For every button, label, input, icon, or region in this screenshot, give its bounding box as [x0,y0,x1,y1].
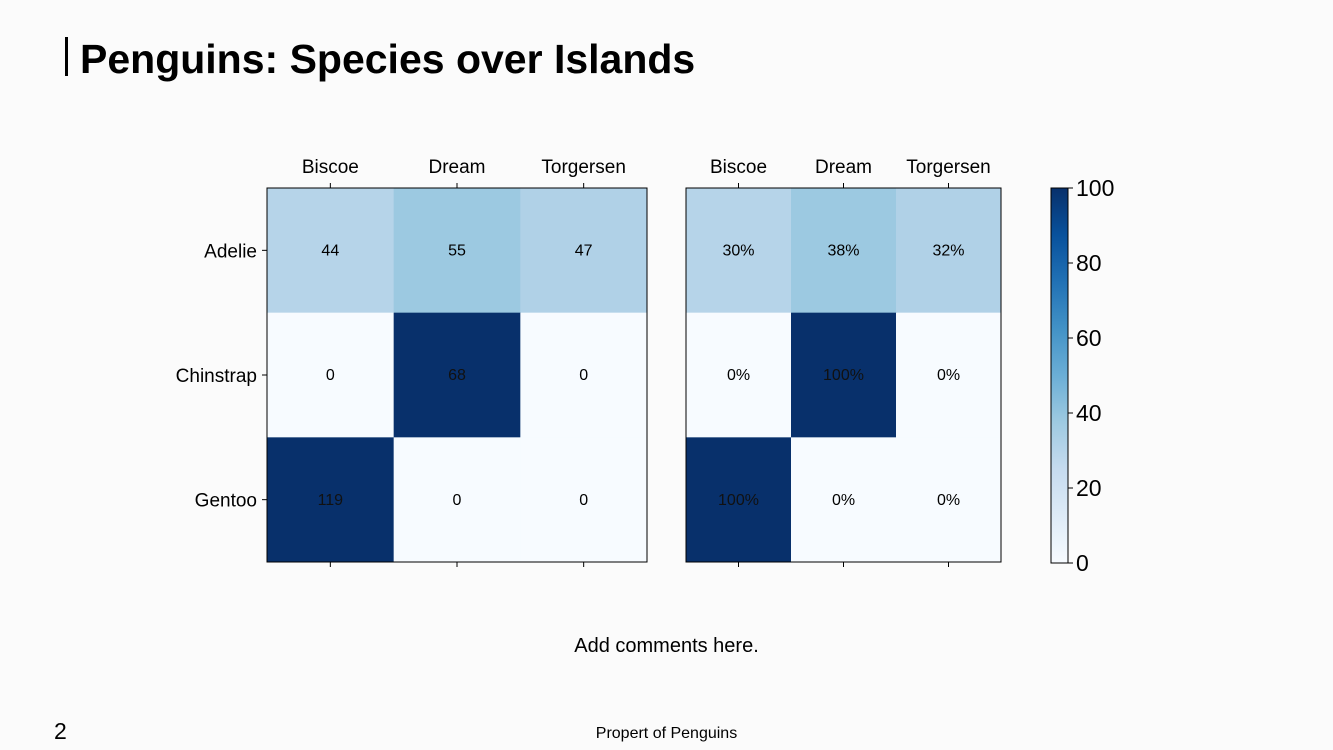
heatmap-cell [686,312,792,438]
x-tick-label: Dream [815,157,872,178]
heatmap-cell [267,188,395,314]
heatmap-cell [791,312,897,438]
colorbar-frame [1050,187,1069,564]
cell-label: 47 [575,243,593,260]
colorbar-tick-label: 0 [1076,550,1089,576]
cell-label: 119 [318,492,344,509]
cell-label: 100% [718,492,759,509]
slide-title: Penguins: Species over Islands [80,36,696,82]
colorbar-tick-label: 100 [1076,175,1114,201]
heatmap-cell [393,312,521,438]
x-tick-label: Biscoe [302,157,359,178]
heatmap-cell [791,188,897,314]
heatmap-cell [267,437,395,563]
footer-text: Propert of Penguins [595,725,738,742]
colorbar-gradient [1051,188,1068,563]
comment-text[interactable]: Add comments here. [574,635,759,657]
heatmap-cell [686,188,792,314]
heatmap-cell [791,437,897,563]
cell-label: 100% [823,367,864,384]
title-accent-bar [65,37,68,76]
x-tick-label: Biscoe [710,157,767,178]
heatmap-cell [896,312,1002,438]
heatmap-cell [393,437,521,563]
heatmap-cell [393,188,521,314]
cell-label: 0 [579,367,588,384]
cell-label: 0 [326,367,335,384]
heatmap-cell [520,312,648,438]
cell-label: 38% [827,243,859,260]
heatmap-cell [896,188,1002,314]
cell-label: 0% [727,367,750,384]
cell-label: 0% [937,367,960,384]
cell-label: 55 [448,243,466,260]
heatmap-cell [520,437,648,563]
colorbar-tick-label: 60 [1076,325,1102,351]
heatmap-cell [686,437,792,563]
heatmap-cell [896,437,1002,563]
y-tick-label: Chinstrap [176,366,257,387]
cell-label: 44 [321,243,339,260]
colorbar-tick-label: 20 [1076,475,1102,501]
x-tick-label: Torgersen [541,157,626,178]
y-tick-label: Adelie [204,241,257,262]
cell-label: 0 [579,492,588,509]
heatmap-cell [267,312,395,438]
x-tick-label: Torgersen [906,157,991,178]
page-number: 2 [54,718,67,744]
x-tick-label: Dream [428,157,485,178]
y-tick-label: Gentoo [195,491,257,512]
cell-label: 0 [453,492,462,509]
cell-label: 68 [448,367,466,384]
cell-label: 32% [932,243,964,260]
cell-label: 0% [937,492,960,509]
colorbar-tick-label: 40 [1076,400,1102,426]
heatmap-cell [520,188,648,314]
colorbar-tick-label: 80 [1076,250,1102,276]
cell-label: 30% [722,243,754,260]
cell-label: 0% [832,492,855,509]
